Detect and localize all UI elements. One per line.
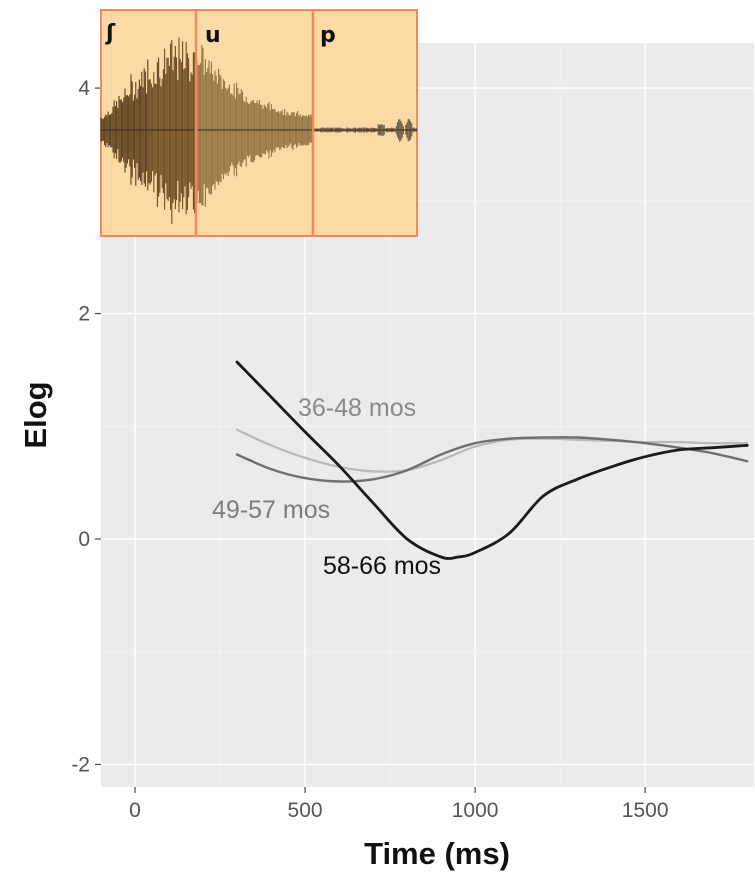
segment-label-u: u [205,23,221,48]
series-label: 36-48 mos [298,394,416,422]
series-label: 58-66 mos [323,552,441,580]
speech-waveform [100,37,418,224]
x-tick-label: 0 [129,799,141,822]
series-lines [235,360,749,560]
segment-label-p: p [320,23,336,48]
series-line-58-66-mos [235,360,749,560]
y-tick-label: -2 [71,753,90,776]
x-tick-label: 1500 [622,799,669,822]
series-labels: 36-48 mos 49-57 mos 58-66 mos [212,394,441,580]
waveform-inset: ʃ u p [100,9,418,237]
segment-label-sh: ʃ [105,21,116,46]
x-axis-ticks: 0 500 1000 1500 [129,787,669,822]
series-line-49-57-mos [235,436,749,483]
y-axis-ticks: -2 0 2 4 [71,77,101,776]
x-tick-label: 500 [288,799,323,822]
x-axis-title: Time (ms) [364,836,510,871]
series-line-36-48-mos [235,428,749,473]
y-tick-label: 2 [78,303,90,326]
y-axis-title: Elog [18,381,53,448]
x-tick-label: 1000 [452,799,499,822]
series-label: 49-57 mos [212,496,330,524]
y-tick-label: 0 [78,528,90,551]
y-tick-label: 4 [78,77,90,100]
